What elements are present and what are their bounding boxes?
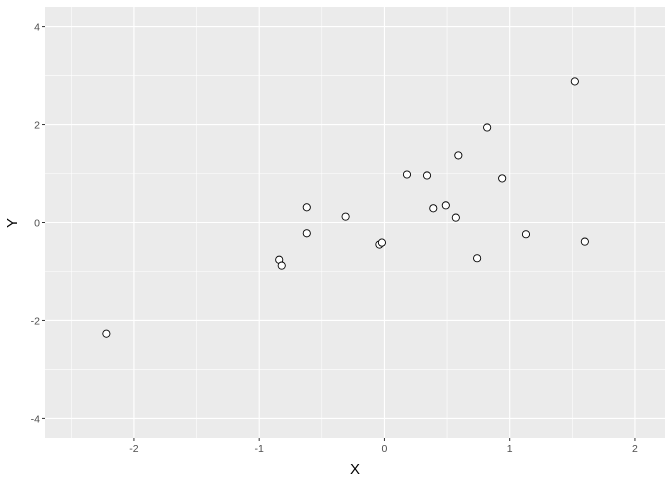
y-tick-label: -2 <box>31 315 40 327</box>
data-point <box>302 229 311 238</box>
x-tick-label: -2 <box>129 443 138 455</box>
data-point <box>102 329 111 338</box>
data-point <box>521 230 531 239</box>
data-point <box>402 170 412 179</box>
data-point <box>441 201 450 210</box>
x-tick-label: 1 <box>507 443 513 455</box>
y-axis-ticks: -4 -2 0 2 4 <box>31 22 45 425</box>
data-point <box>302 203 311 212</box>
grid-lines <box>45 7 665 438</box>
data-point <box>473 254 482 263</box>
x-axis-ticks: -2 -1 0 1 2 <box>129 438 638 455</box>
y-tick-label: 4 <box>34 22 40 34</box>
data-point <box>341 212 350 221</box>
x-tick-label: -1 <box>255 443 264 455</box>
data-point <box>422 171 432 180</box>
data-point <box>580 237 589 246</box>
y-tick-label: -4 <box>31 413 40 425</box>
data-point <box>498 174 507 183</box>
data-point <box>483 123 492 132</box>
x-tick-label: 2 <box>632 443 638 455</box>
data-point <box>377 238 386 247</box>
data-point <box>429 204 438 213</box>
x-tick-label: 0 <box>382 443 388 455</box>
data-point <box>454 151 463 160</box>
data-point <box>277 261 286 270</box>
y-tick-label: 0 <box>34 218 40 230</box>
y-tick-label: 2 <box>34 120 40 132</box>
data-point <box>451 213 460 222</box>
x-axis-label: X <box>350 461 360 478</box>
data-point <box>570 77 579 86</box>
y-axis-label: Y <box>4 218 21 228</box>
data-points <box>102 77 589 338</box>
